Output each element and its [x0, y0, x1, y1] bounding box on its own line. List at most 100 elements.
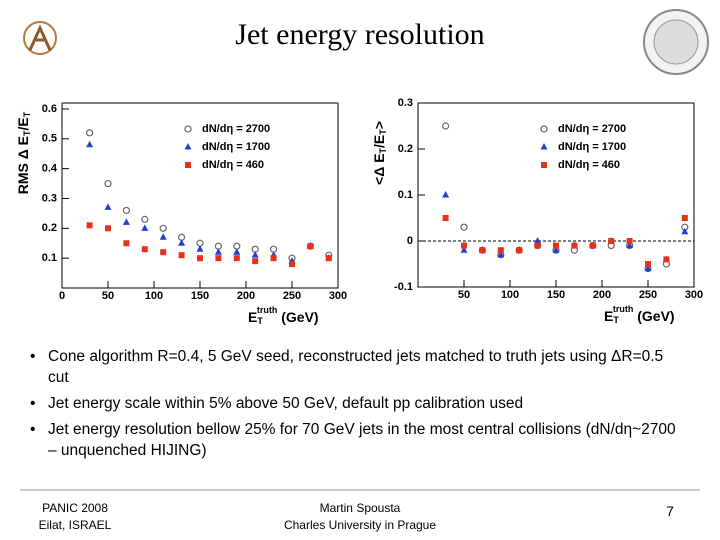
marker	[460, 223, 468, 231]
marker	[159, 224, 167, 232]
y-axis-label: <Δ ET/ET>	[371, 121, 389, 185]
x-tick-label: 200	[593, 289, 611, 301]
marker	[681, 227, 689, 235]
label-part: >	[371, 121, 387, 129]
marker	[645, 261, 651, 267]
marker	[160, 249, 167, 256]
x-tick-label: 50	[102, 290, 114, 302]
x-tick-label: 300	[329, 290, 347, 302]
marker	[86, 140, 94, 148]
marker	[461, 242, 467, 249]
marker	[85, 129, 94, 137]
x-tick-label: 50	[458, 289, 470, 301]
marker	[589, 242, 596, 249]
bullet: Jet energy resolution bellow 25% for 70 …	[28, 419, 678, 461]
marker	[197, 255, 203, 262]
x-tick-label: 150	[547, 289, 565, 301]
x-tick-label: 300	[685, 289, 703, 301]
marker	[626, 241, 634, 249]
marker	[460, 246, 468, 253]
marker	[184, 143, 192, 150]
marker	[141, 215, 149, 223]
footer-text: Eilat, ISRAEL	[38, 518, 112, 532]
y-tick-label: -0.1	[394, 281, 413, 293]
marker	[540, 125, 548, 133]
right-logo	[643, 9, 709, 75]
marker	[233, 255, 240, 262]
marker	[86, 222, 93, 229]
marker	[626, 238, 633, 244]
x-axis-label: ETtruth (GeV)	[248, 305, 319, 326]
marker	[681, 215, 688, 221]
bullet-list: Cone algorithm R=0.4, 5 GeV seed, recons…	[28, 346, 678, 466]
label-part: T	[378, 129, 388, 135]
marker	[442, 191, 450, 198]
bullet: Cone algorithm R=0.4, 5 GeV seed, recons…	[28, 346, 678, 388]
x-tick-label: 200	[237, 290, 255, 302]
page-number: 7	[666, 503, 674, 519]
label-part: E	[248, 309, 257, 325]
marker	[184, 125, 192, 133]
y-tick-label: 0	[407, 235, 413, 247]
x-tick-label: 100	[145, 290, 163, 302]
marker	[251, 251, 259, 258]
marker	[178, 239, 186, 246]
marker	[479, 247, 486, 254]
label-part: truth	[613, 304, 634, 314]
label-part: E	[604, 308, 613, 324]
y-tick-label: 0.6	[42, 103, 57, 115]
x-tick-label: 150	[191, 290, 209, 302]
marker	[214, 248, 222, 255]
marker	[307, 243, 314, 250]
x-tick-label: 100	[501, 289, 519, 301]
marker	[185, 162, 191, 168]
marker	[571, 242, 578, 249]
marker	[123, 240, 130, 247]
footer-center: Martin Spousta Charles University in Pra…	[260, 500, 460, 534]
label-part: (GeV)	[277, 309, 318, 325]
marker	[233, 248, 241, 255]
marker	[442, 215, 449, 221]
footer-text: PANIC 2008	[42, 501, 108, 515]
y-tick-label: 0.2	[42, 222, 57, 234]
x-tick-label: 0	[59, 290, 65, 302]
legend-label: dN/dη = 460	[558, 159, 620, 171]
marker	[141, 224, 149, 231]
legend-label: dN/dη = 460	[202, 159, 264, 171]
marker	[105, 225, 111, 232]
marker	[141, 246, 148, 253]
left-logo	[23, 21, 57, 55]
legend-label: dN/dη = 1700	[202, 141, 270, 153]
footer-left: PANIC 2008 Eilat, ISRAEL	[15, 500, 135, 534]
y-tick-label: 0.1	[42, 252, 57, 264]
marker	[159, 233, 167, 240]
x-tick-label: 250	[283, 290, 301, 302]
label-part: T	[613, 315, 619, 325]
label-part: T	[22, 130, 32, 136]
marker	[534, 237, 542, 244]
marker	[516, 247, 523, 254]
y-tick-label: 0.3	[398, 97, 413, 109]
x-tick-label: 250	[639, 289, 657, 301]
marker	[122, 218, 130, 225]
y-tick-label: 0.3	[42, 192, 57, 204]
marker	[104, 179, 112, 188]
bullet: Jet energy scale within 5% above 50 GeV,…	[28, 393, 678, 414]
label-part: T	[22, 111, 32, 117]
marker	[497, 247, 504, 254]
marker	[663, 256, 670, 263]
footer-text: Charles University in Prague	[283, 518, 437, 532]
label-part: T	[257, 316, 263, 326]
label-part: T	[378, 147, 388, 153]
marker	[178, 252, 185, 259]
y-tick-label: 0.5	[42, 133, 57, 145]
marker	[252, 258, 259, 265]
marker	[104, 203, 112, 210]
plot-frame	[417, 102, 695, 288]
y-tick-label: 0.1	[398, 189, 413, 201]
footer-text: Martin Spousta	[319, 501, 401, 515]
marker	[608, 238, 615, 244]
marker	[553, 242, 559, 249]
